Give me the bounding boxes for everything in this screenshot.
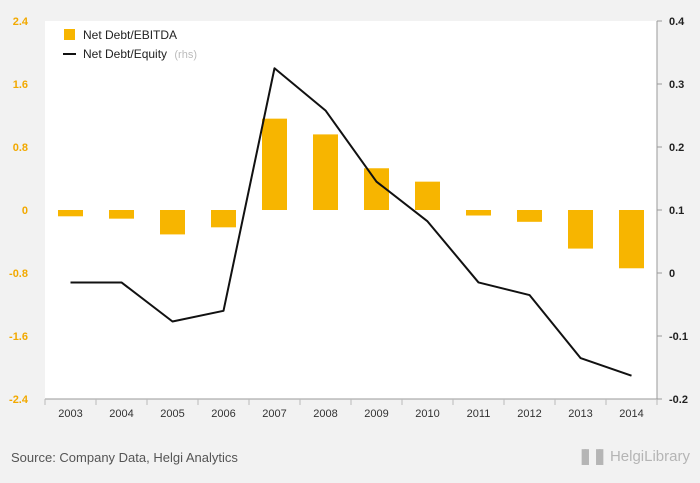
line-net-debt-equity	[70, 67, 632, 377]
y-left-tick-label: 0	[22, 205, 28, 217]
y-left-tick-label: 0.8	[13, 142, 28, 154]
brand-logo: ▐▌▐▌ HelgiLibrary	[577, 448, 690, 465]
x-tick-label: 2006	[211, 408, 235, 420]
x-tick-label: 2014	[619, 408, 643, 420]
bar-2007	[262, 118, 287, 210]
y-right-tick-label: -0.1	[669, 331, 688, 343]
x-tick-label: 2013	[568, 408, 592, 420]
y-left-tick-label: 1.6	[13, 79, 28, 91]
bar-2004	[109, 210, 134, 219]
line-series	[70, 67, 632, 377]
y-left-tick-label: -0.8	[9, 268, 28, 280]
y-right-tick-label: 0	[669, 268, 675, 280]
bar-2006	[211, 210, 236, 228]
x-tick-label: 2011	[467, 408, 491, 420]
legend-label-line-note: (rhs)	[174, 49, 197, 61]
bar-2012	[517, 210, 542, 222]
source-note: Source: Company Data, Helgi Analytics	[11, 450, 238, 465]
bar-2014	[619, 210, 644, 269]
legend-label-line: Net Debt/Equity (rhs)	[83, 47, 197, 61]
brand-name: HelgiLibrary	[609, 448, 690, 465]
plot-area	[45, 21, 657, 399]
x-tick-label: 2012	[517, 408, 541, 420]
bar-2013	[568, 210, 593, 249]
legend-swatch-bar	[64, 29, 75, 40]
bar-2008	[313, 134, 338, 210]
y-left-tick-label: -1.6	[9, 331, 28, 343]
x-tick-label: 2005	[160, 408, 184, 420]
bar-2010	[415, 181, 440, 210]
plot-background	[45, 21, 657, 399]
legend-label-line-name: Net Debt/Equity	[83, 47, 167, 61]
library-icon: ▐▌▐▌	[577, 449, 608, 464]
x-tick-label: 2010	[415, 408, 439, 420]
legend: Net Debt/EBITDA Net Debt/Equity (rhs)	[63, 28, 197, 61]
x-tick-label: 2009	[364, 408, 388, 420]
axes: 2003 2004 2005 2006 2007 2008 2009 2010 2011 2012…	[9, 16, 688, 420]
bar-2005	[160, 210, 185, 235]
chart: 2003 2004 2005 2006 2007 2008 2009 2010 2011 2012…	[9, 16, 688, 420]
y-left-tick-label: -2.4	[9, 394, 29, 406]
x-tick-label: 2004	[109, 408, 133, 420]
y-right-tick-label: 0.2	[669, 142, 684, 154]
y-left-tick-label: 2.4	[13, 16, 29, 28]
y-right-tick-label: 0.3	[669, 79, 684, 91]
x-tick-label: 2007	[262, 408, 286, 420]
x-tick-label: 2003	[58, 408, 82, 420]
y-right-tick-label: -0.2	[669, 394, 688, 406]
bar-2011	[466, 210, 491, 216]
bar-2003	[58, 210, 83, 217]
y-right-tick-label: 0.4	[669, 16, 685, 28]
legend-label-bar: Net Debt/EBITDA	[83, 28, 177, 42]
x-tick-label: 2008	[313, 408, 337, 420]
y-right-tick-label: 0.1	[669, 205, 684, 217]
